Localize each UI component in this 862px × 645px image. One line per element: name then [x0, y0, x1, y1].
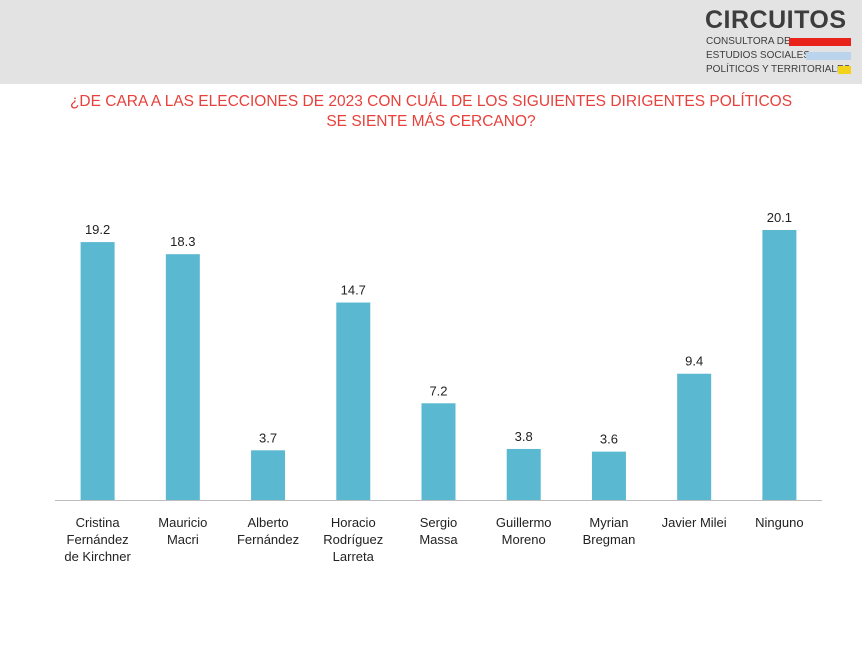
- category-label-0-2: de Kirchner: [64, 549, 131, 564]
- logo-bar-blue: [806, 52, 851, 60]
- category-label-1-1: Macri: [167, 532, 199, 547]
- category-label-0-1: Fernández: [67, 532, 129, 547]
- category-label-1-0: Mauricio: [158, 515, 207, 530]
- category-label-3-2: Larreta: [333, 549, 375, 564]
- category-label-8-0: Ninguno: [755, 515, 803, 530]
- category-label-3-0: Horacio: [331, 515, 376, 530]
- category-label-0-0: Cristina: [76, 515, 121, 530]
- category-label-3-1: Rodríguez: [323, 532, 383, 547]
- category-label-6-1: Bregman: [583, 532, 636, 547]
- data-label-5: 3.8: [515, 429, 533, 444]
- category-label-5-0: Guillermo: [496, 515, 552, 530]
- data-label-6: 3.6: [600, 432, 618, 447]
- header-band: CIRCUITOS CONSULTORA DE ESTUDIOS SOCIALE…: [0, 0, 862, 84]
- bar-2: [251, 450, 286, 500]
- bar-8: [762, 230, 797, 500]
- data-label-0: 19.2: [85, 222, 110, 237]
- category-label-6-0: Myrian: [589, 515, 628, 530]
- bar-5: [506, 448, 541, 500]
- bar-1: [165, 254, 200, 500]
- logo-line-3: POLÍTICOS Y TERRITORIALES: [706, 64, 851, 75]
- circuitos-logo: CIRCUITOS CONSULTORA DE ESTUDIOS SOCIALE…: [703, 6, 855, 78]
- logo-line-2: ESTUDIOS SOCIALES,: [706, 50, 813, 61]
- data-label-8: 20.1: [767, 210, 792, 225]
- logo-bar-red: [789, 38, 851, 46]
- category-label-2-0: Alberto: [247, 515, 288, 530]
- category-label-2-1: Fernández: [237, 532, 299, 547]
- survey-question: ¿DE CARA A LAS ELECCIONES DE 2023 CON CU…: [20, 92, 842, 132]
- data-label-1: 18.3: [170, 234, 195, 249]
- bar-3: [336, 302, 371, 500]
- bar-6: [591, 451, 626, 500]
- question-line-2: SE SIENTE MÁS CERCANO?: [326, 113, 536, 130]
- bar-4: [421, 403, 456, 500]
- category-label-4-0: Sergio: [420, 515, 458, 530]
- data-label-7: 9.4: [685, 354, 703, 369]
- category-label-5-1: Moreno: [502, 532, 546, 547]
- category-label-4-1: Massa: [419, 532, 458, 547]
- bar-7: [677, 373, 712, 500]
- data-label-2: 3.7: [259, 430, 277, 445]
- data-label-3: 14.7: [341, 283, 366, 298]
- data-label-4: 7.2: [429, 383, 447, 398]
- bar-0: [80, 242, 115, 501]
- logo-line-1: CONSULTORA DE: [706, 36, 791, 47]
- logo-bar-yellow: [838, 66, 851, 74]
- question-line-1: ¿DE CARA A LAS ELECCIONES DE 2023 CON CU…: [69, 93, 793, 110]
- logo-title: CIRCUITOS: [705, 6, 847, 34]
- category-label-7-0: Javier Milei: [662, 515, 727, 530]
